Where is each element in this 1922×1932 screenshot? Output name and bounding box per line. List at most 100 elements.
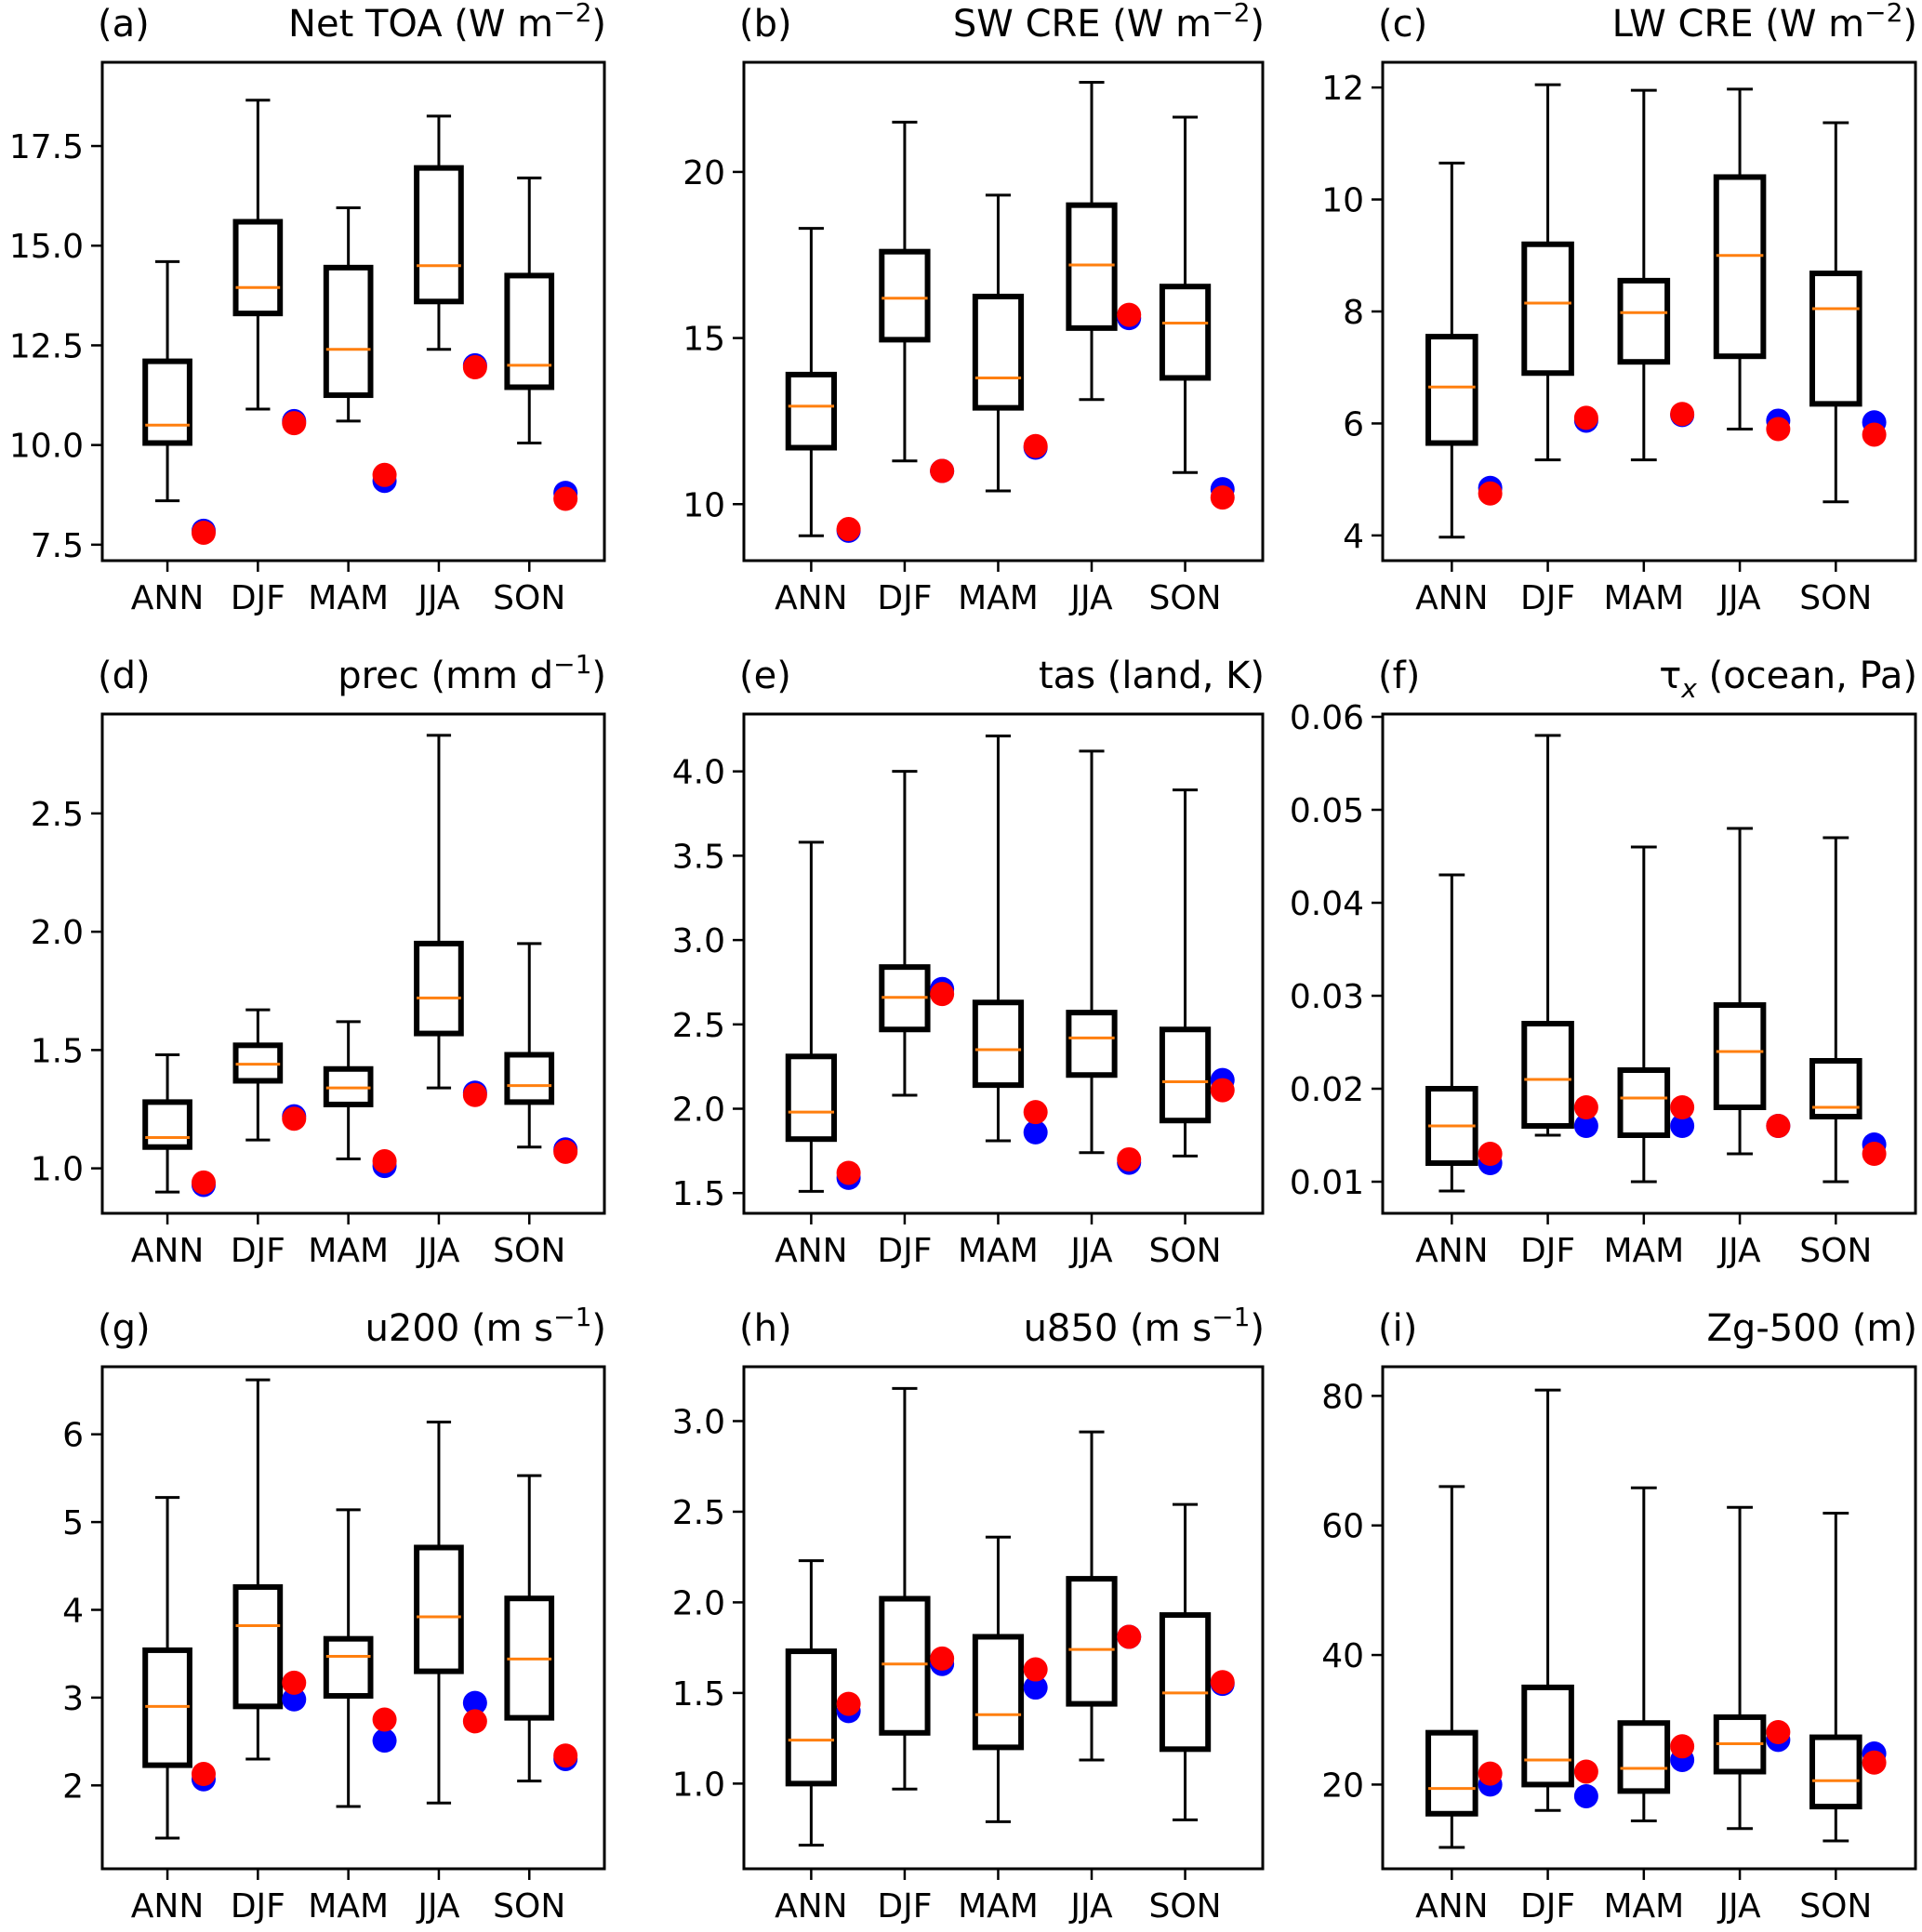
x-tick-label: SON <box>1148 579 1221 617</box>
y-tick-label: 2.5 <box>31 796 84 834</box>
iqr-box <box>1159 1612 1212 1753</box>
x-tick-label: MAM <box>1603 1232 1684 1270</box>
x-tick-label: SON <box>1799 1887 1872 1925</box>
axes-frame <box>100 712 606 1215</box>
iqr-box <box>1713 174 1767 360</box>
x-tick-label: SON <box>493 1887 565 1925</box>
y-tick-label: 4.0 <box>672 754 725 792</box>
box-son <box>1159 788 1212 1158</box>
marker-red <box>1023 1100 1048 1125</box>
y-tick-label: 17.5 <box>9 128 84 166</box>
y-tick-label: 0.03 <box>1290 978 1364 1016</box>
marker-red <box>1862 422 1887 447</box>
panel-a: (a) Net TOA (W m−2) 7.5 10.0 12.5 15.0 17.5 ANN… <box>9 0 606 617</box>
marker-red <box>1210 1670 1235 1695</box>
marker-red <box>1670 1095 1695 1119</box>
x-tick-label: SON <box>1148 1887 1221 1925</box>
iqr-box <box>1809 271 1862 407</box>
x-tick-label: ANN <box>1415 1232 1489 1270</box>
iqr-box <box>232 1583 284 1710</box>
marker-red <box>836 517 861 542</box>
box-djf <box>1521 83 1574 462</box>
box-ann <box>142 1052 192 1194</box>
x-tick-label: SON <box>493 1232 565 1270</box>
panel-label: (b) <box>739 3 792 46</box>
panel-f: (f) τx (ocean, Pa) 0.01 0.02 0.03 0.04 0.05 0.0… <box>1290 655 1917 1270</box>
iqr-box <box>972 1634 1025 1751</box>
x-tick-label: SON <box>1148 1232 1221 1270</box>
axes-frame <box>1381 712 1917 1215</box>
marker-red <box>930 458 955 483</box>
iqr-box <box>142 358 192 446</box>
y-tick-label: 0.04 <box>1290 885 1364 923</box>
axes-frame <box>742 60 1265 562</box>
x-tick-label: MAM <box>958 1232 1039 1270</box>
marker-red <box>553 486 578 511</box>
panel-label: (a) <box>98 3 150 46</box>
box-jja <box>414 734 464 1090</box>
x-tick-label: DJF <box>1520 1232 1575 1270</box>
panel-title: Net TOA (W m−2) <box>288 0 606 46</box>
box-mam <box>323 1020 374 1160</box>
y-tick-label: 20 <box>683 154 725 192</box>
marker-red <box>1766 1719 1791 1744</box>
box-djf <box>232 1378 284 1761</box>
iqr-box <box>1809 1058 1862 1119</box>
box-son <box>504 176 555 445</box>
y-tick-label: 2.5 <box>672 1007 725 1045</box>
panel-title: Zg-500 (m) <box>1707 1307 1917 1350</box>
iqr-box <box>1713 1002 1767 1110</box>
marker-red <box>191 520 216 545</box>
x-tick-label: ANN <box>1415 579 1489 617</box>
marker-red <box>462 1709 487 1734</box>
panel-title: SW CRE (W m−2) <box>953 0 1265 46</box>
x-tick-label: DJF <box>877 1232 932 1270</box>
marker-red <box>1573 405 1598 430</box>
box-mam <box>972 1535 1025 1823</box>
marker-red <box>1573 1759 1598 1784</box>
box-djf <box>232 99 284 411</box>
y-tick-label: 1.5 <box>672 1175 725 1213</box>
box-ann <box>785 1559 838 1847</box>
x-tick-label: JJA <box>416 1887 460 1925</box>
marker-red <box>930 982 955 1007</box>
box-son <box>504 1474 555 1783</box>
iqr-box <box>785 1648 838 1787</box>
x-tick-label: DJF <box>877 1887 932 1925</box>
panel-c: (c) LW CRE (W m−2) 4 6 8 10 12 ANN DJF MAM JJA SON <box>1321 0 1917 617</box>
marker-red <box>1210 485 1235 510</box>
panel-h: (h) u850 (m s−1) 1.0 1.5 2.0 2.5 3.0 ANN DJF MAM J… <box>672 1302 1265 1925</box>
marker-red <box>1670 1734 1695 1759</box>
box-ann <box>142 259 192 503</box>
box-jja <box>414 1420 464 1805</box>
iqr-box <box>1159 284 1212 381</box>
box-djf <box>879 770 931 1097</box>
box-jja <box>414 114 464 351</box>
x-tick-label: JJA <box>1068 579 1113 617</box>
y-tick-label: 2.0 <box>31 914 84 952</box>
marker-red <box>1573 1095 1598 1119</box>
marker-blue <box>372 1728 397 1753</box>
box-jja <box>1066 1430 1118 1762</box>
panel-title: tas (land, K) <box>1039 655 1265 697</box>
box-djf <box>232 1008 284 1142</box>
y-tick-label: 1.0 <box>31 1151 84 1189</box>
marker-red <box>191 1762 216 1787</box>
marker-red <box>1023 433 1048 458</box>
box-son <box>504 942 555 1149</box>
box-djf <box>879 1386 931 1791</box>
y-tick-label: 15.0 <box>9 228 84 266</box>
x-tick-label: JJA <box>416 1232 460 1270</box>
panel-label: (h) <box>739 1307 792 1350</box>
iqr-box <box>879 248 931 343</box>
axes-frame <box>100 60 606 562</box>
panel-g: (g) u200 (m s−1) 2 3 4 5 6 ANN DJF MAM JJA SON <box>62 1302 606 1925</box>
iqr-box <box>414 1544 464 1674</box>
y-tick-label: 12 <box>1321 70 1364 108</box>
x-tick-label: DJF <box>231 1232 285 1270</box>
x-tick-label: MAM <box>1603 1887 1684 1925</box>
y-tick-label: 3 <box>62 1680 84 1718</box>
iqr-box <box>1521 241 1574 377</box>
box-mam <box>1617 1486 1671 1822</box>
